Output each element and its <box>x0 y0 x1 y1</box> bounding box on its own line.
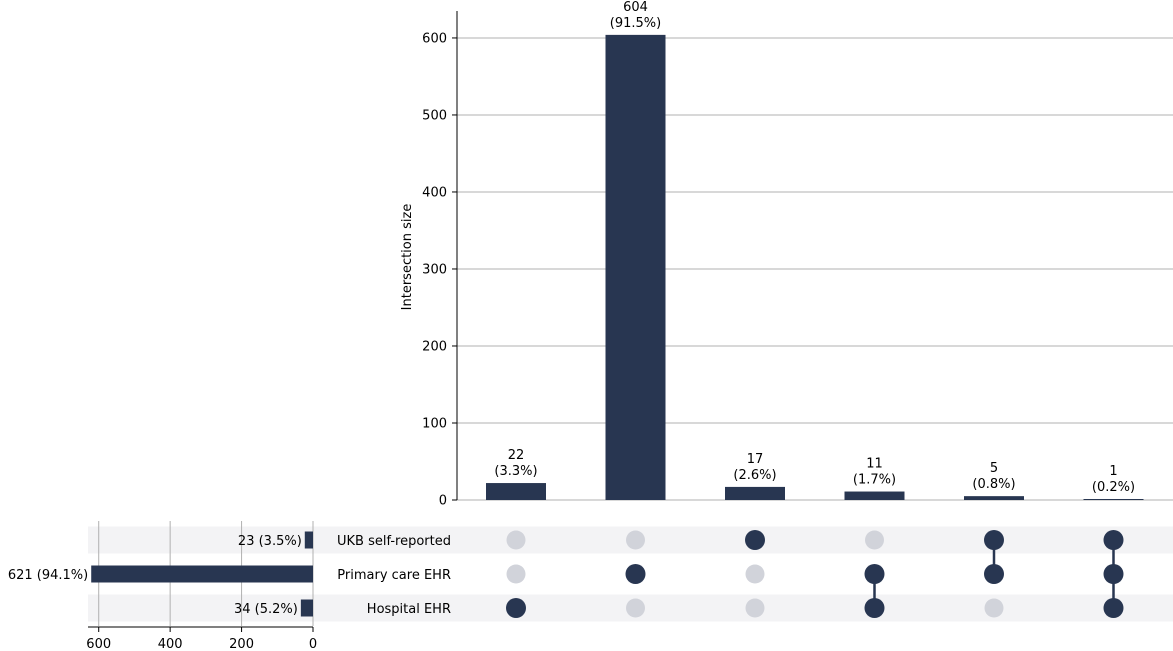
y-tick-label: 400 <box>422 185 447 200</box>
y-tick-label: 500 <box>422 108 447 123</box>
matrix-dot-active <box>1103 598 1124 618</box>
matrix-dot-inactive <box>865 530 884 550</box>
set-name-label: Hospital EHR <box>367 602 451 617</box>
matrix-dot-inactive <box>626 530 645 550</box>
set-name-label: Primary care EHR <box>337 568 451 583</box>
matrix-dot-inactive <box>745 564 765 584</box>
bar-percent-label: (0.2%) <box>1092 480 1135 495</box>
matrix-dot-inactive <box>626 598 645 618</box>
y-tick-label: 100 <box>422 416 447 431</box>
x-tick-label: 400 <box>158 637 183 651</box>
bar-value-label: 22 <box>508 448 525 463</box>
bar-value-label: 1 <box>1109 464 1117 479</box>
set-size-bars: 23 (3.5%) 621 (94.1%) 34 (5.2%) <box>8 531 313 617</box>
intersection-y-axis: Intersection size 0 100 200 300 400 500 600 <box>400 11 458 509</box>
set-size-x-axis: 600 400 200 0 <box>86 626 317 651</box>
matrix-dot-active <box>984 530 1004 550</box>
set-size-bar <box>91 565 313 583</box>
bar-value-label: 5 <box>990 461 998 476</box>
matrix-dot-active <box>506 598 526 618</box>
matrix-dot-active <box>625 564 646 584</box>
set-size-label: 621 (94.1%) <box>8 568 88 583</box>
set-names: UKB self-reported Primary care EHR Hospita… <box>337 534 451 617</box>
matrix-dot-active <box>745 530 765 550</box>
set-name-label: UKB self-reported <box>337 534 451 549</box>
y-tick-label: 200 <box>422 339 447 354</box>
x-tick-label: 200 <box>229 637 254 651</box>
bar-percent-label: (3.3%) <box>494 464 537 479</box>
matrix-dot-active <box>864 564 885 584</box>
matrix-dot-active <box>1103 530 1124 550</box>
matrix-dot-inactive <box>506 564 526 584</box>
intersection-gridlines <box>457 37 1173 501</box>
intersection-bar <box>1083 499 1144 500</box>
intersection-bar-labels: 22(3.3%) 604(91.5%) 17(2.6%) 11(1.7%) 5(0.8%… <box>494 0 1135 495</box>
y-tick-label: 600 <box>422 31 447 46</box>
bar-value-label: 604 <box>623 0 648 15</box>
set-size-bar <box>300 599 313 617</box>
bar-value-label: 11 <box>866 457 883 472</box>
matrix-dot-inactive <box>745 598 765 618</box>
matrix-dot-active <box>864 598 885 618</box>
x-tick-label: 0 <box>309 637 317 651</box>
bar-percent-label: (91.5%) <box>610 16 661 31</box>
intersection-bar <box>725 486 785 500</box>
set-size-bar <box>304 531 313 549</box>
y-tick-label: 300 <box>422 262 447 277</box>
intersection-bar <box>844 491 905 500</box>
matrix-dot-active <box>1103 564 1124 584</box>
bar-value-label: 17 <box>747 452 764 467</box>
x-tick-label: 600 <box>86 637 111 651</box>
intersection-bars <box>486 34 1144 501</box>
bar-percent-label: (2.6%) <box>733 468 776 483</box>
bar-percent-label: (0.8%) <box>972 477 1015 492</box>
matrix-dot-inactive <box>984 598 1004 618</box>
set-size-label: 23 (3.5%) <box>238 534 302 549</box>
intersection-bar <box>605 34 666 501</box>
membership-matrix <box>506 530 1124 618</box>
y-tick-label: 0 <box>439 494 447 509</box>
intersection-y-axis-label: Intersection size <box>400 204 415 311</box>
matrix-dot-inactive <box>506 530 526 550</box>
set-size-label: 34 (5.2%) <box>234 602 298 617</box>
intersection-bar <box>486 483 546 500</box>
bar-percent-label: (1.7%) <box>853 473 896 488</box>
intersection-bar <box>964 496 1024 500</box>
matrix-dot-active <box>984 564 1004 584</box>
